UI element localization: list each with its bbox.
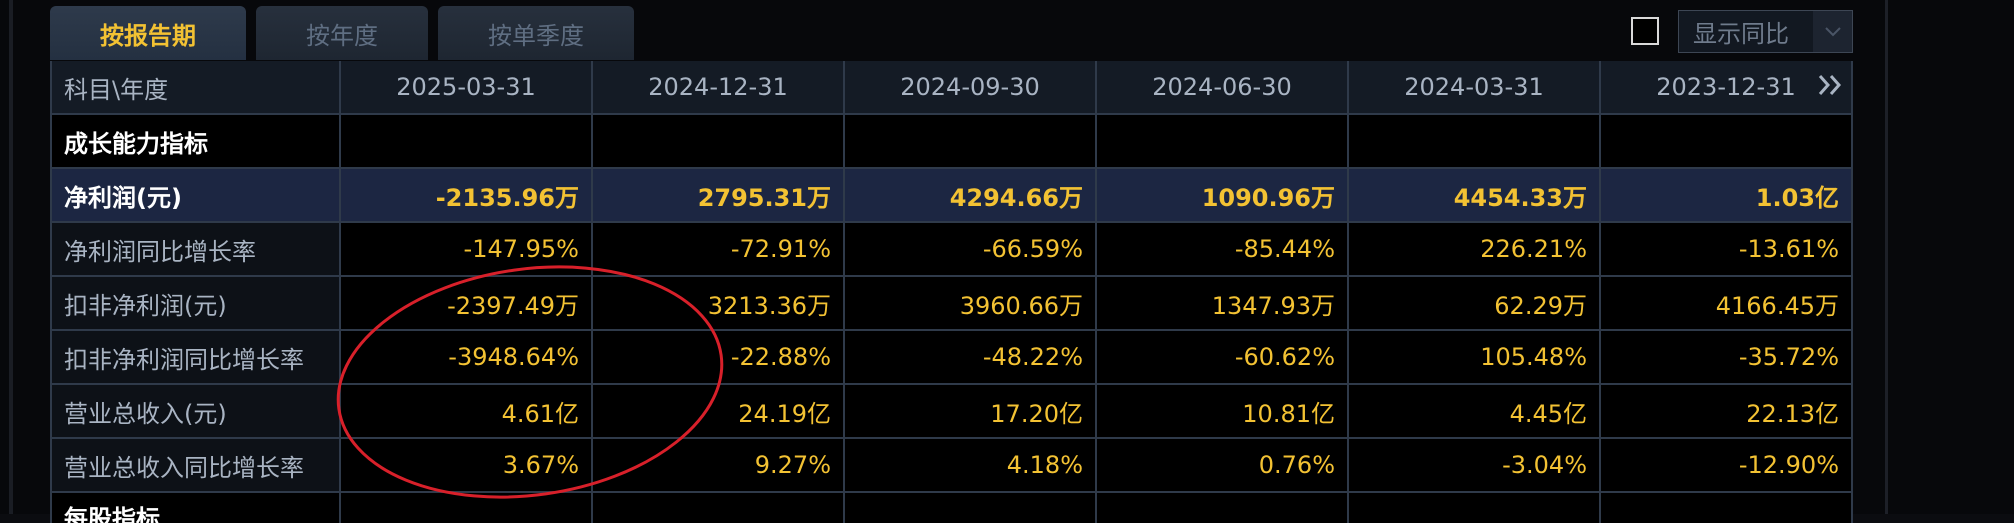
left-divider bbox=[9, 0, 13, 514]
table-cell: -85.44% bbox=[1097, 223, 1349, 277]
column-header: 2024-06-30 bbox=[1097, 61, 1349, 115]
tab-by-quarter[interactable]: 按单季度 bbox=[438, 6, 634, 60]
show-yoy-label: 显示同比 bbox=[1693, 20, 1789, 48]
table-cell: -13.61% bbox=[1601, 223, 1853, 277]
double-chevron-right-icon[interactable] bbox=[1817, 73, 1845, 102]
table-cell: 24.19亿 bbox=[593, 385, 845, 439]
row-label: 营业总收入(元) bbox=[50, 385, 341, 439]
table-cell: -60.62% bbox=[1097, 331, 1349, 385]
table-cell: 226.21% bbox=[1349, 223, 1601, 277]
row-label: 净利润(元) bbox=[50, 169, 341, 223]
show-yoy-dropdown[interactable]: 显示同比 bbox=[1678, 10, 1853, 53]
empty-cell bbox=[1349, 115, 1601, 169]
table-cell: -3.04% bbox=[1349, 439, 1601, 493]
table-row[interactable]: 扣非净利润(元) -2397.49万 3213.36万 3960.66万 134… bbox=[50, 277, 1853, 331]
row-label: 营业总收入同比增长率 bbox=[50, 439, 341, 493]
table-cell: 3960.66万 bbox=[845, 277, 1097, 331]
column-header: 2023-12-31 bbox=[1601, 61, 1853, 115]
empty-cell bbox=[1349, 493, 1601, 523]
table-cell: 4454.33万 bbox=[1349, 169, 1601, 223]
empty-cell bbox=[341, 115, 593, 169]
empty-cell bbox=[593, 115, 845, 169]
table-cell: 1.03亿 bbox=[1601, 169, 1853, 223]
empty-cell bbox=[1097, 115, 1349, 169]
table-cell: 2795.31万 bbox=[593, 169, 845, 223]
empty-cell bbox=[845, 493, 1097, 523]
empty-cell bbox=[1601, 493, 1853, 523]
table-cell: 17.20亿 bbox=[845, 385, 1097, 439]
table-cell: -35.72% bbox=[1601, 331, 1853, 385]
right-divider bbox=[1885, 0, 1888, 514]
corner-label: 科目\年度 bbox=[50, 61, 341, 115]
table-row[interactable]: 净利润(元) -2135.96万 2795.31万 4294.66万 1090.… bbox=[50, 169, 1853, 223]
table-cell: 3213.36万 bbox=[593, 277, 845, 331]
table-cell: 105.48% bbox=[1349, 331, 1601, 385]
table-header-row: 科目\年度 2025-03-31 2024-12-31 2024-09-30 2… bbox=[50, 61, 1853, 115]
section-title: 成长能力指标 bbox=[50, 115, 341, 169]
table-cell: 4.61亿 bbox=[341, 385, 593, 439]
tab-by-report-period[interactable]: 按报告期 bbox=[50, 6, 246, 60]
show-yoy-checkbox[interactable] bbox=[1631, 17, 1659, 45]
empty-cell bbox=[1601, 115, 1853, 169]
empty-cell bbox=[341, 493, 593, 523]
column-header: 2025-03-31 bbox=[341, 61, 593, 115]
table-cell: 1347.93万 bbox=[1097, 277, 1349, 331]
table-cell: 4.45亿 bbox=[1349, 385, 1601, 439]
table-cell: 9.27% bbox=[593, 439, 845, 493]
chevron-down-icon[interactable] bbox=[1813, 11, 1852, 52]
row-label: 净利润同比增长率 bbox=[50, 223, 341, 277]
table-cell: -2135.96万 bbox=[341, 169, 593, 223]
table-cell: -12.90% bbox=[1601, 439, 1853, 493]
table-row[interactable]: 营业总收入同比增长率 3.67% 9.27% 4.18% 0.76% -3.04… bbox=[50, 439, 1853, 493]
table-cell: 4166.45万 bbox=[1601, 277, 1853, 331]
table-cell: 0.76% bbox=[1097, 439, 1349, 493]
tab-by-year[interactable]: 按年度 bbox=[256, 6, 428, 60]
table-cell: 22.13亿 bbox=[1601, 385, 1853, 439]
column-header: 2024-09-30 bbox=[845, 61, 1097, 115]
table-cell: 1090.96万 bbox=[1097, 169, 1349, 223]
table-cell: 3.67% bbox=[341, 439, 593, 493]
table-cell: -2397.49万 bbox=[341, 277, 593, 331]
table-cell: -147.95% bbox=[341, 223, 593, 277]
table-cell: -72.91% bbox=[593, 223, 845, 277]
table-row[interactable]: 营业总收入(元) 4.61亿 24.19亿 17.20亿 10.81亿 4.45… bbox=[50, 385, 1853, 439]
table-cell: 4294.66万 bbox=[845, 169, 1097, 223]
table-row[interactable]: 扣非净利润同比增长率 -3948.64% -22.88% -48.22% -60… bbox=[50, 331, 1853, 385]
row-label: 扣非净利润同比增长率 bbox=[50, 331, 341, 385]
table-cell: -66.59% bbox=[845, 223, 1097, 277]
section-row: 每股指标 bbox=[50, 493, 1853, 523]
empty-cell bbox=[1097, 493, 1349, 523]
table-cell: 62.29万 bbox=[1349, 277, 1601, 331]
column-header: 2024-12-31 bbox=[593, 61, 845, 115]
empty-cell bbox=[845, 115, 1097, 169]
table-row[interactable]: 净利润同比增长率 -147.95% -72.91% -66.59% -85.44… bbox=[50, 223, 1853, 277]
section-title: 每股指标 bbox=[50, 493, 341, 523]
section-row: 成长能力指标 bbox=[50, 115, 1853, 169]
empty-cell bbox=[593, 493, 845, 523]
table-cell: -22.88% bbox=[593, 331, 845, 385]
table-cell: -3948.64% bbox=[341, 331, 593, 385]
table-cell: -48.22% bbox=[845, 331, 1097, 385]
column-header-label: 2023-12-31 bbox=[1656, 73, 1796, 101]
column-header: 2024-03-31 bbox=[1349, 61, 1601, 115]
financial-table: 科目\年度 2025-03-31 2024-12-31 2024-09-30 2… bbox=[50, 61, 1853, 523]
table-cell: 4.18% bbox=[845, 439, 1097, 493]
table-cell: 10.81亿 bbox=[1097, 385, 1349, 439]
row-label: 扣非净利润(元) bbox=[50, 277, 341, 331]
